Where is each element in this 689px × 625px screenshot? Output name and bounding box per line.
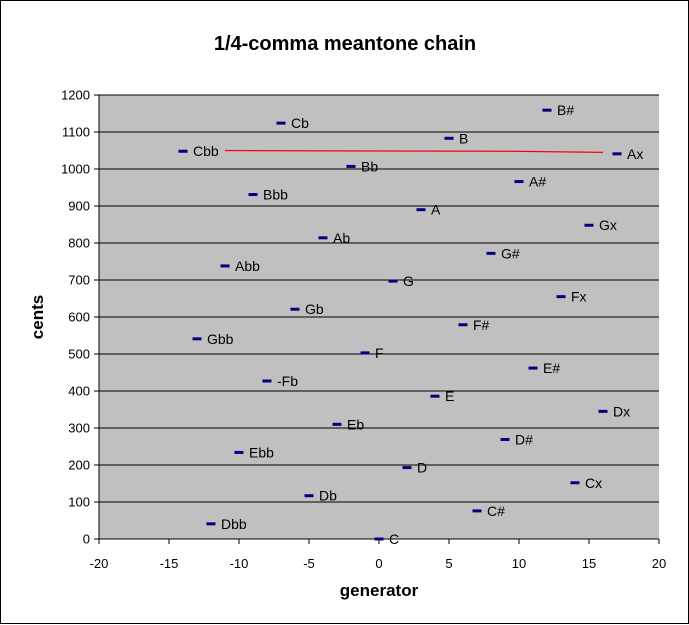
data-point-label: B# <box>557 102 574 118</box>
data-point-label: Abb <box>235 258 260 274</box>
data-point-marker <box>234 450 244 454</box>
data-point-marker <box>360 351 370 355</box>
data-point-marker <box>542 108 552 112</box>
data-point-marker <box>346 164 356 168</box>
data-point-label: Dbb <box>221 516 247 532</box>
data-point-marker <box>220 264 230 268</box>
data-point-marker <box>430 394 440 398</box>
y-tick-label: 300 <box>68 421 90 436</box>
data-point-label: F <box>375 345 384 361</box>
data-point-marker <box>556 295 566 299</box>
data-point-marker <box>332 422 342 426</box>
data-point-label: D# <box>515 431 533 447</box>
data-point-marker <box>612 152 622 156</box>
data-point-label: Cb <box>291 115 309 131</box>
data-point-label: E <box>445 388 454 404</box>
y-tick-label: 1000 <box>61 162 90 177</box>
chart-title: 1/4-comma meantone chain <box>214 33 476 55</box>
x-tick-label: 15 <box>582 556 596 571</box>
data-point-label: Dx <box>613 403 630 419</box>
data-points: Cbb Gbb Dbb Abb Ebb Bbb -Fb Cb Gb Db Ab Eb Bb F C G D A E B… <box>178 102 643 547</box>
data-point-label: D <box>417 460 427 476</box>
x-axis-title: generator <box>340 581 419 600</box>
data-point-marker <box>374 537 384 541</box>
data-point-marker <box>248 193 258 197</box>
data-point-label: Ebb <box>249 444 274 460</box>
data-point-label: Ab <box>333 230 350 246</box>
red-series-line <box>224 149 604 153</box>
x-tick-label: -10 <box>230 556 249 571</box>
data-point-label: B <box>459 130 468 146</box>
data-point-label: C# <box>487 503 505 519</box>
data-point-label: G# <box>501 245 520 261</box>
data-point-marker <box>388 279 398 283</box>
data-point-marker <box>304 494 314 498</box>
data-point-marker <box>416 208 426 212</box>
x-tick-label: -5 <box>303 556 315 571</box>
y-axis-title: cents <box>28 295 47 339</box>
data-point-marker <box>486 251 496 255</box>
y-tick-label: 700 <box>68 273 90 288</box>
data-point-marker <box>598 409 608 413</box>
y-tick-label: 600 <box>68 310 90 325</box>
data-point-label: A# <box>529 174 546 190</box>
data-point-label: Gx <box>599 217 617 233</box>
x-tick-label: -15 <box>160 556 179 571</box>
grid-lines <box>94 94 660 544</box>
data-point-label: G <box>403 273 414 289</box>
data-point-label: Fx <box>571 289 587 305</box>
y-tick-label: 900 <box>68 199 90 214</box>
data-point-label: Cbb <box>193 143 219 159</box>
data-point-label: -Fb <box>277 373 298 389</box>
data-point-marker <box>178 149 188 153</box>
data-point-marker <box>262 379 272 383</box>
y-tick-label: 100 <box>68 495 90 510</box>
data-point-label: Bbb <box>263 187 288 203</box>
data-point-label: Cx <box>585 475 602 491</box>
data-point-label: A <box>431 202 441 218</box>
x-tick-label: 10 <box>512 556 526 571</box>
data-point-marker <box>444 136 454 140</box>
data-point-marker <box>472 509 482 513</box>
data-point-marker <box>192 337 202 341</box>
data-point-label: Gbb <box>207 331 234 347</box>
y-tick-label: 1200 <box>61 88 90 103</box>
data-point-marker <box>500 437 510 441</box>
data-point-marker <box>318 236 328 240</box>
y-tick-label: 500 <box>68 347 90 362</box>
y-tick-label: 800 <box>68 236 90 251</box>
data-point-marker <box>206 522 216 526</box>
y-tick-label: 1100 <box>62 125 90 140</box>
series-line <box>224 149 604 153</box>
data-point-label: Ax <box>627 146 643 162</box>
y-tick-label: 0 <box>83 532 90 547</box>
y-tick-label: 400 <box>68 384 90 399</box>
data-point-label: Eb <box>347 416 364 432</box>
data-point-label: E# <box>543 360 560 376</box>
data-point-label: Db <box>319 488 337 504</box>
data-point-marker <box>528 366 538 370</box>
data-point-marker <box>514 180 524 184</box>
x-tick-label: 0 <box>375 556 382 571</box>
data-point-marker <box>402 466 412 470</box>
x-tick-labels: -20 -15 -10 -5 0 5 10 15 20 <box>90 556 667 571</box>
data-point-marker <box>458 323 468 327</box>
x-tick-label: -20 <box>90 556 109 571</box>
y-tick-label: 200 <box>68 458 90 473</box>
data-point-label: Bb <box>361 158 378 174</box>
data-point-marker <box>290 307 300 311</box>
data-point-label: C <box>389 531 399 547</box>
data-point-label: Gb <box>305 301 324 317</box>
data-point-marker <box>584 223 594 227</box>
x-tick-label: 5 <box>445 556 452 571</box>
x-tick-label: 20 <box>652 556 666 571</box>
data-point-marker <box>570 481 580 485</box>
data-point-marker <box>276 121 286 125</box>
data-point-label: F# <box>473 317 490 333</box>
y-tick-labels: 0 100 200 300 400 500 600 700 800 900 1000 1100 1200 <box>61 88 90 547</box>
